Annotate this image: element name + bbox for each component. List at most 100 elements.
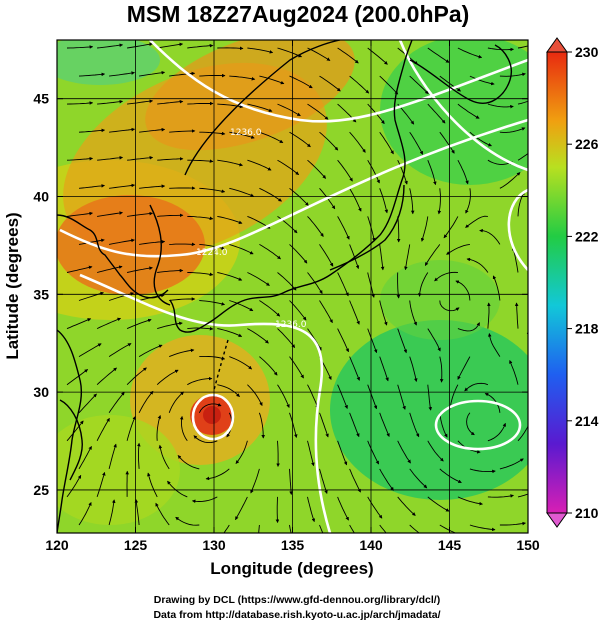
streamline [466,412,475,436]
streamline [138,390,154,414]
x-tick-label: 120 [45,537,69,553]
streamline [439,131,455,154]
honshu-coastline [329,184,405,271]
streamline [277,384,290,409]
streamline [259,75,285,85]
streamline [157,321,183,330]
colorbar-tick-label: 226 [575,136,599,152]
streamline [487,422,506,442]
streamline [193,435,218,444]
streamline [349,244,360,270]
streamline [307,440,315,467]
streamline [277,272,297,291]
streamline [530,219,532,245]
streamline [409,356,418,382]
streamline [367,384,378,410]
streamline [199,73,226,78]
streamline [97,155,124,161]
streamline [247,272,270,286]
streamline [78,445,92,470]
streamline [427,384,432,411]
streamline [349,468,361,493]
y-tick-label: 35 [33,286,49,302]
streamline [96,417,110,442]
streamline [439,356,444,383]
streamline [319,244,334,267]
streamline [396,272,401,299]
streamline [469,468,496,474]
streamline [191,496,218,504]
streamline [379,75,399,95]
streamline [157,213,184,218]
streamline [277,103,301,117]
streamline [457,322,480,332]
streamline [487,302,491,329]
streamline [427,103,446,124]
streamline [417,272,429,297]
streamline [229,75,256,81]
streamline [337,47,359,64]
streamline [139,184,166,189]
streamline [250,468,260,494]
streamline [517,191,525,217]
streamline [367,159,380,184]
streamline [156,415,162,441]
contour-label: 1236.0 [230,128,262,138]
korean-peninsula-coastline [149,204,171,306]
streamline [259,131,284,143]
y-tick-label: 45 [33,91,49,107]
streamline [439,300,460,312]
korea-russia-coastline [184,40,341,176]
streamline [517,493,528,498]
streamline [397,160,408,185]
colorbar-tick-label: 222 [575,228,599,244]
streamline [78,72,106,77]
streamline [289,524,292,533]
streamline [517,45,528,49]
streamline [138,344,163,357]
streamline [337,159,353,182]
streamline [427,328,441,352]
streamline [169,71,196,77]
streamline [307,216,324,237]
streamline [277,159,300,175]
streamline [247,328,269,344]
streamline [109,238,135,245]
streamline [499,127,526,133]
streamline [379,131,394,155]
streamline [427,496,450,512]
colorbar-tick-label: 230 [575,44,599,60]
colorbar-max-arrow [546,37,568,53]
taiwan-coastline [59,399,83,481]
streamline [379,356,389,382]
streamline [517,425,528,442]
streamline [277,328,296,348]
contour-line [434,399,522,451]
streamline [96,471,106,498]
streamline [108,499,116,526]
x-tick-label: 145 [438,537,462,553]
streamline [217,46,244,51]
map-title: MSM 18Z27Aug2024 (200.0hPa) [127,1,470,27]
streamline [127,42,153,49]
contour-line [191,393,235,441]
streamline [397,328,408,354]
streamline [469,524,496,532]
streamline [108,343,132,357]
streamline [66,156,94,161]
streamline [223,524,230,533]
streamline [229,131,255,139]
streamline [167,480,188,498]
streamline [439,412,448,438]
streamline [157,157,184,161]
streamline [97,99,124,105]
y-tick-label: 25 [33,482,49,498]
streamline [217,103,244,109]
streamline [349,188,362,212]
streamline [169,348,195,358]
y-tick-labels: 25 30 35 40 45 [33,91,49,498]
streamline [457,159,469,185]
streamline [469,131,492,147]
coastlines [57,40,512,533]
